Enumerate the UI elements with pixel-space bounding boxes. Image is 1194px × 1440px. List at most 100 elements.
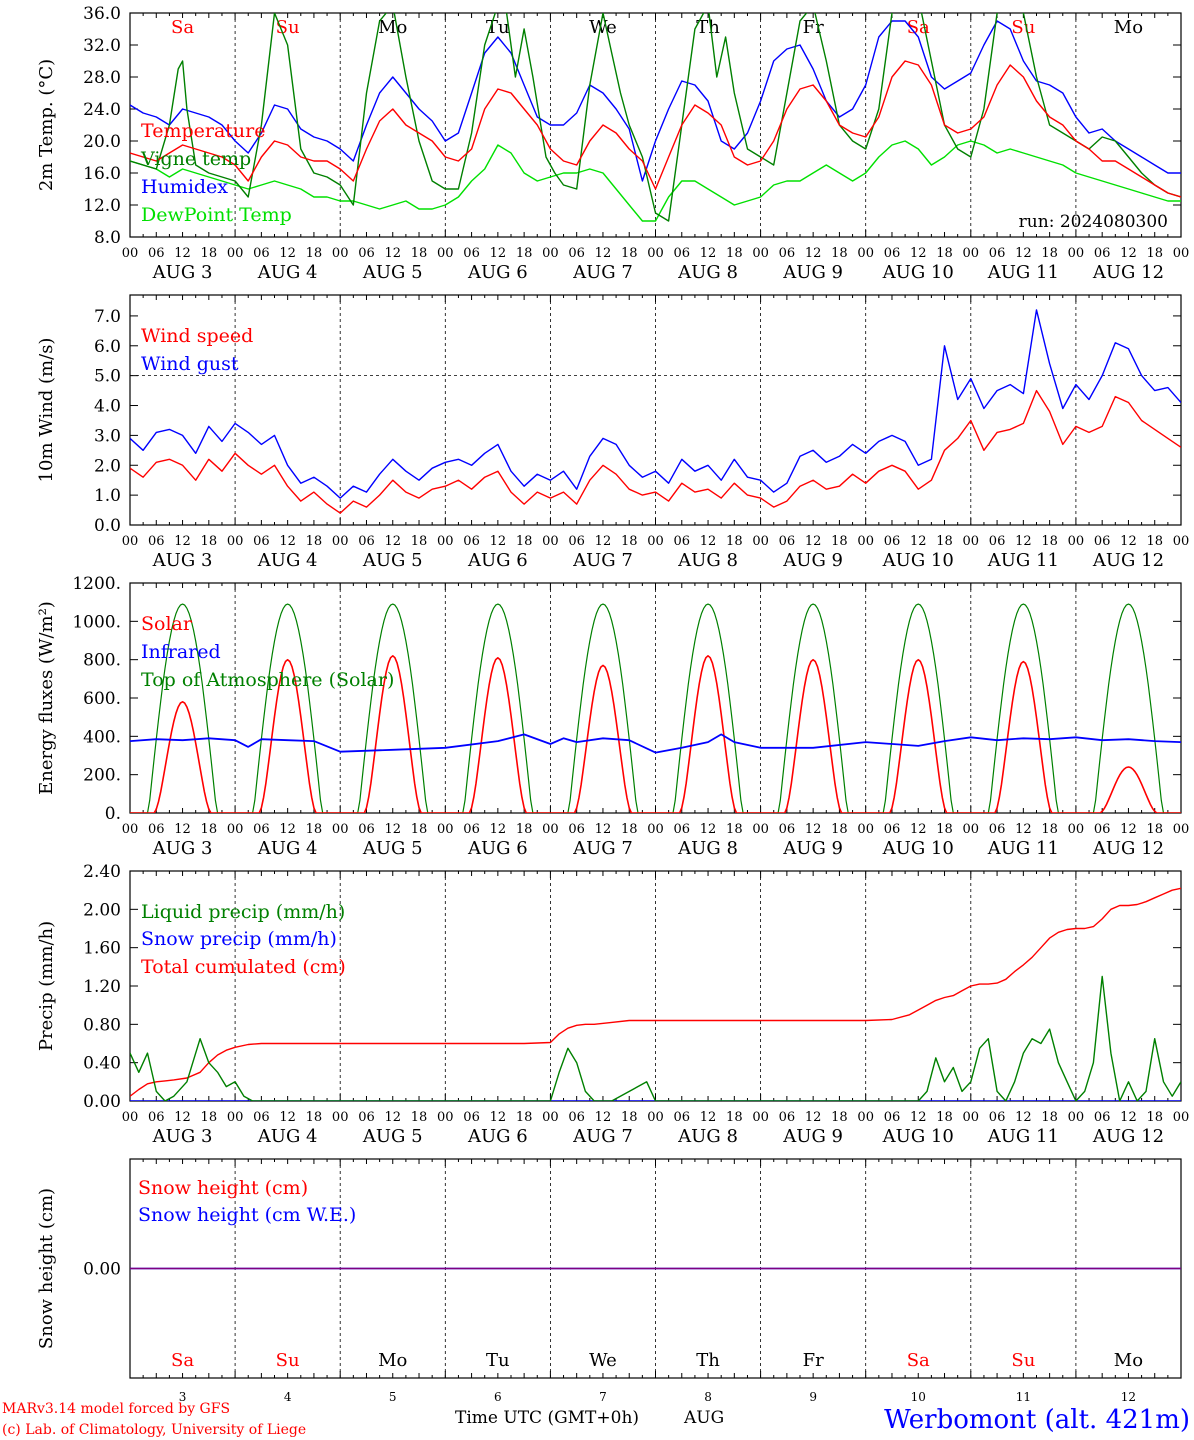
y-tick-label: 32.0: [83, 36, 121, 56]
hour-tick-label: 18: [1146, 246, 1163, 261]
weekday-label: Sa: [907, 1350, 930, 1371]
legend-dewpoint-temp: DewPoint Temp: [141, 204, 292, 226]
hour-tick-label: 06: [358, 822, 375, 837]
hour-tick-label: 06: [989, 246, 1006, 261]
series-wind-gust: [130, 309, 1181, 499]
hour-tick-label: 18: [621, 1110, 638, 1125]
hour-tick-label: 06: [884, 534, 901, 549]
hour-tick-label: 12: [490, 822, 507, 837]
hour-tick-label: 18: [1041, 246, 1058, 261]
date-label: AUG 4: [257, 262, 318, 283]
hour-tick-label: 06: [463, 1110, 480, 1125]
y-tick-label: 800.: [83, 651, 121, 671]
weekday-label: Fr: [803, 17, 824, 38]
hour-tick-label: 00: [647, 822, 664, 837]
legend-total-cumulated-cm: Total cumulated (cm): [141, 956, 346, 978]
series-group: [130, 603, 1181, 813]
legend-snow-height-cm: Snow height (cm): [138, 1177, 308, 1199]
legend-wind-gust: Wind gust: [141, 353, 239, 375]
hour-tick-label: 00: [647, 246, 664, 261]
hour-tick-label: 06: [568, 822, 585, 837]
legend-wind-speed: Wind speed: [141, 325, 253, 347]
series-infrared: [130, 733, 1181, 754]
hour-tick-label: 06: [779, 822, 796, 837]
legend-vigne-temp: Vigne temp: [140, 148, 251, 170]
hour-tick-label: 12: [595, 822, 612, 837]
hour-tick-label: 00: [437, 534, 454, 549]
legend-liquid-precip-mm-h: Liquid precip (mm/h): [141, 901, 345, 923]
hour-tick-label: 12: [910, 1110, 927, 1125]
hour-tick-label: 18: [306, 1110, 323, 1125]
series-temperature: [130, 60, 1181, 198]
panel-1: 8.0 12.0 16.0 20.0 24.0 28.0 32.0 36.0 2m Temp. …: [36, 4, 1189, 283]
hour-tick-label: 00: [1173, 822, 1190, 837]
footer-model-line: MARv3.14 model forced by GFS: [2, 1401, 230, 1417]
weekday-label: Mo: [378, 1350, 407, 1371]
hour-tick-label: 18: [726, 1110, 743, 1125]
date-label: AUG 5: [362, 550, 423, 571]
hour-tick-label: 18: [516, 822, 533, 837]
hour-tick-label: 06: [989, 822, 1006, 837]
hour-tick-label: 12: [384, 534, 401, 549]
hour-tick-label: 18: [621, 822, 638, 837]
date-label: AUG 3: [152, 838, 213, 859]
weekday-label: We: [589, 1350, 617, 1371]
hour-tick-label: 18: [831, 246, 848, 261]
hour-tick-label: 00: [122, 246, 139, 261]
series-top-of-atmosphere-solar: [130, 603, 1181, 813]
weekday-label: Mo: [1114, 17, 1143, 38]
date-label: AUG 5: [362, 262, 423, 283]
hour-tick-label: 18: [1041, 534, 1058, 549]
date-label: AUG 7: [572, 1126, 633, 1147]
y-tick-label: 1200.: [72, 574, 121, 594]
date-label: AUG 6: [467, 550, 528, 571]
y-tick-label: 0.40: [83, 1054, 121, 1074]
date-label: AUG 5: [362, 1126, 423, 1147]
hour-tick-label: 18: [201, 246, 218, 261]
hour-tick-label: 00: [227, 246, 244, 261]
series-group: [130, 13, 1181, 222]
hour-tick-label: 18: [726, 534, 743, 549]
weekday-label: Th: [696, 17, 720, 38]
hour-tick-label: 06: [568, 534, 585, 549]
series-solar: [130, 655, 1181, 813]
hour-tick-label: 00: [437, 1110, 454, 1125]
hour-tick-label: 00: [332, 246, 349, 261]
hour-tick-label: 06: [253, 1110, 270, 1125]
hour-tick-label: 18: [516, 1110, 533, 1125]
date-label: AUG 4: [257, 550, 318, 571]
weekday-label: Fr: [803, 1350, 824, 1371]
hour-tick-label: 12: [1120, 822, 1137, 837]
hour-tick-label: 06: [148, 822, 165, 837]
station-title: Werbomont (alt. 421m): [884, 1405, 1190, 1435]
hour-tick-label: 18: [1041, 822, 1058, 837]
x-axis-month: AUG: [683, 1408, 724, 1428]
hour-tick-label: 00: [122, 822, 139, 837]
day-number-label: 11: [1016, 1390, 1031, 1404]
hour-tick-label: 06: [253, 822, 270, 837]
date-label: AUG 6: [467, 262, 528, 283]
day-number-label: 6: [494, 1390, 502, 1404]
hour-tick-label: 18: [1146, 534, 1163, 549]
hour-tick-label: 06: [463, 246, 480, 261]
hour-tick-label: 06: [148, 1110, 165, 1125]
hour-tick-label: 18: [621, 246, 638, 261]
date-label: AUG 8: [677, 1126, 738, 1147]
hour-tick-label: 12: [700, 822, 717, 837]
hour-tick-label: 06: [1094, 822, 1111, 837]
panel-2: 0.0 1.0 2.0 3.0 4.0 5.0 6.0 7.0 10m Wind (m/s) 00…: [36, 294, 1189, 571]
weekday-label: Su: [276, 17, 300, 38]
hour-tick-label: 00: [1068, 822, 1085, 837]
hour-tick-label: 12: [595, 1110, 612, 1125]
hour-tick-label: 00: [122, 534, 139, 549]
legend-temperature: Temperature: [141, 120, 265, 142]
hour-tick-label: 12: [805, 822, 822, 837]
date-label: AUG 10: [882, 838, 954, 859]
hour-tick-label: 18: [411, 1110, 428, 1125]
hour-tick-label: 12: [805, 246, 822, 261]
y-tick-label: 200.: [83, 766, 121, 786]
date-label: AUG 4: [257, 1126, 318, 1147]
hour-tick-label: 18: [306, 534, 323, 549]
hour-tick-label: 06: [253, 534, 270, 549]
y-tick-label: 0.80: [83, 1015, 121, 1035]
